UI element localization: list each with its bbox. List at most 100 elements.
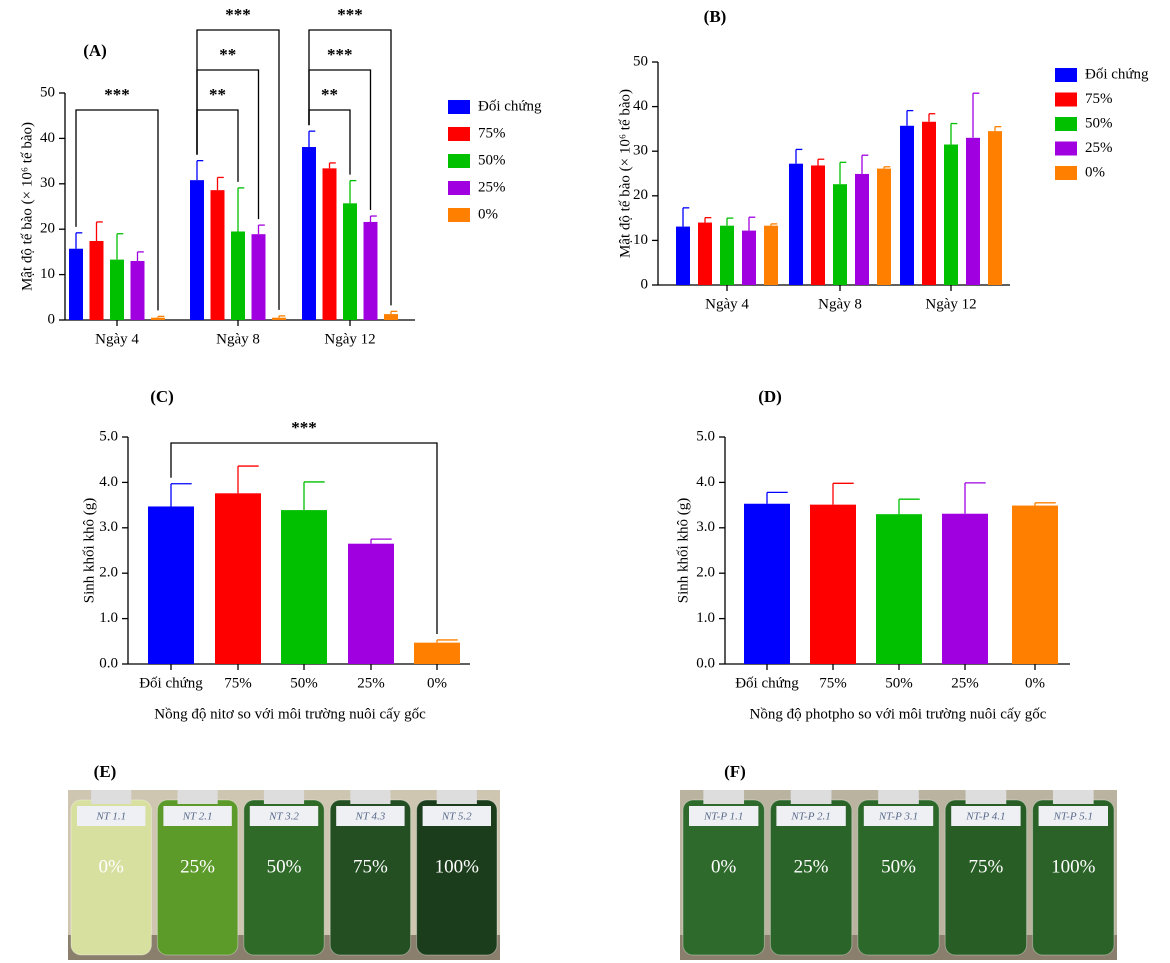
bottle-neck: [791, 790, 832, 804]
photo: NT 1.10%NT 2.125%NT 3.250%NT 4.375%NT 5.…: [68, 790, 500, 960]
bar: [211, 190, 225, 320]
bar: [110, 260, 124, 320]
y-tick-label: 1.0: [696, 610, 715, 626]
photo: NT-P 1.10%NT-P 2.125%NT-P 3.150%NT-P 4.1…: [680, 790, 1117, 960]
error-bar: [796, 149, 802, 163]
y-tick-label: 40: [633, 98, 648, 114]
bottle-neck: [1053, 790, 1094, 804]
x-tick-label: Ngày 8: [818, 296, 862, 312]
error-bar: [818, 159, 824, 165]
bottle-tag-text: NT 1.1: [95, 811, 126, 823]
error-bar: [995, 127, 1001, 131]
significance-label: **: [219, 45, 236, 64]
legend-swatch: [1055, 68, 1077, 82]
bar: [942, 514, 988, 664]
y-tick-label: 0: [641, 276, 649, 292]
bar: [348, 544, 394, 664]
error-bar: [330, 163, 336, 168]
bar: [811, 165, 825, 285]
bottle-label: 25%: [180, 856, 215, 877]
bar: [414, 643, 460, 664]
figure: (A)Mật độ tế bào (× 10⁶ tế bào)010203040…: [0, 0, 1170, 963]
bottle-tag-text: NT-P 4.1: [965, 811, 1005, 823]
x-tick-label: Ngày 4: [95, 331, 139, 347]
bar: [744, 504, 790, 664]
bar: [810, 505, 856, 664]
y-tick-label: 10: [40, 266, 55, 282]
bar: [742, 231, 756, 285]
y-tick-label: 1.0: [99, 610, 118, 626]
bar: [720, 226, 734, 285]
legend-swatch: [1055, 117, 1077, 131]
bar: [676, 227, 690, 285]
bar: [900, 126, 914, 285]
significance-label: ***: [327, 45, 353, 64]
error-bar: [1035, 503, 1056, 506]
legend-label: 50%: [1085, 115, 1113, 131]
error-bar: [238, 188, 244, 232]
bottle-neck: [350, 790, 390, 804]
error-bar: [771, 224, 777, 226]
bottle-neck: [437, 790, 477, 804]
error-bar: [309, 131, 315, 147]
bottle-neck: [91, 790, 131, 804]
bottle-tag-text: NT-P 5.1: [1053, 811, 1093, 823]
error-bar: [929, 114, 935, 122]
bottle-tag-text: NT-P 2.1: [790, 811, 830, 823]
bar: [151, 318, 165, 320]
bar: [966, 138, 980, 285]
y-axis-label: Sinh khối khô (g): [675, 498, 691, 603]
error-bar: [833, 483, 854, 504]
y-tick-label: 40: [40, 130, 55, 146]
legend-swatch: [448, 154, 470, 168]
x-tick-label: Ngày 4: [705, 296, 749, 312]
error-bar: [238, 466, 259, 493]
x-tick-label: 0%: [427, 675, 447, 691]
bar: [877, 169, 891, 285]
bottle-tag-text: NT 2.1: [182, 811, 213, 823]
legend-swatch: [448, 208, 470, 222]
significance-label: ***: [225, 5, 251, 24]
x-tick-label: 25%: [357, 675, 385, 691]
error-bar: [899, 499, 920, 514]
bottle-neck: [264, 790, 304, 804]
bottle-label: 75%: [353, 856, 388, 877]
x-tick-label: Ngày 8: [216, 331, 260, 347]
bar: [364, 222, 378, 320]
error-bar: [117, 234, 123, 260]
y-tick-label: 20: [40, 221, 55, 237]
panel-title: (F): [724, 762, 746, 781]
bottle-tag-text: NT 3.2: [268, 811, 299, 823]
y-tick-label: 4.0: [696, 474, 715, 490]
y-tick-label: 3.0: [99, 519, 118, 535]
error-bar: [884, 167, 890, 169]
bottle-tag-text: NT 5.2: [441, 811, 472, 823]
bar: [698, 223, 712, 285]
bottle-label: 50%: [881, 856, 916, 877]
error-bar: [683, 208, 689, 227]
panel-title: (C): [150, 387, 174, 406]
y-tick-label: 5.0: [696, 428, 715, 444]
x-tick-label: 25%: [951, 675, 979, 691]
bar: [876, 514, 922, 664]
significance-bracket: [197, 70, 259, 219]
bar: [789, 164, 803, 285]
significance-label: ***: [291, 418, 317, 437]
bottle-tag-text: NT-P 1.1: [703, 811, 743, 823]
significance-label: **: [209, 85, 226, 104]
bar: [855, 174, 869, 285]
bar: [343, 203, 357, 320]
error-bar: [218, 177, 224, 190]
panel-title: (D): [758, 387, 782, 406]
legend-label: Đối chứng: [1085, 66, 1149, 82]
legend-label: 25%: [478, 179, 506, 195]
y-tick-label: 2.0: [696, 565, 715, 581]
x-tick-label: Ngày 12: [925, 296, 976, 312]
bar: [988, 131, 1002, 285]
y-tick-label: 0.0: [99, 655, 118, 671]
y-tick-label: 30: [40, 175, 55, 191]
significance-label: ***: [337, 5, 363, 24]
error-bar: [350, 181, 356, 204]
legend-label: 25%: [1085, 140, 1113, 156]
bar: [252, 234, 266, 320]
